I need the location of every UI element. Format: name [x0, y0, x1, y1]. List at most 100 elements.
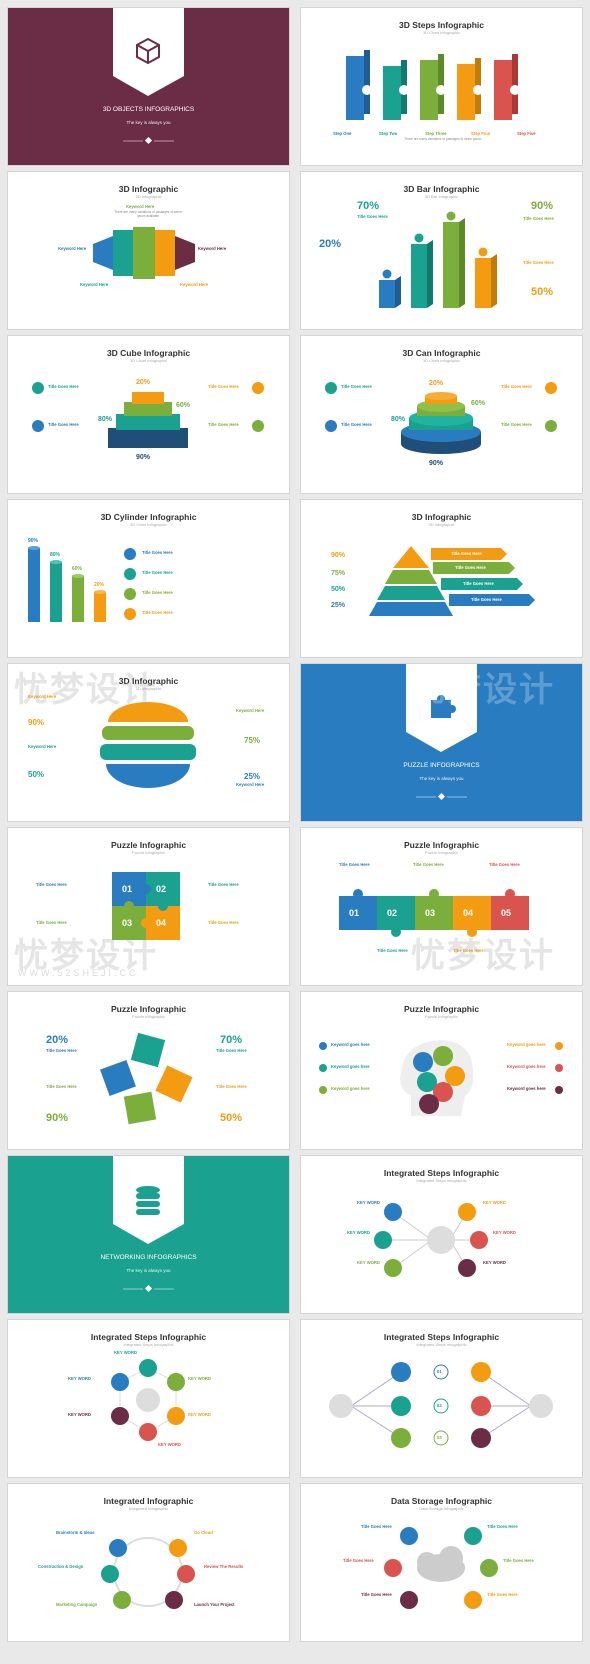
- value-label: 90%: [331, 552, 346, 559]
- value-label: 75%: [331, 570, 346, 577]
- item-title: Title Goes Here: [451, 551, 482, 556]
- item-title: Review The Results: [204, 1564, 244, 1569]
- item-title: Title Goes Here: [36, 882, 67, 887]
- piece-number: 01: [122, 884, 133, 894]
- item-title: Title Goes Here: [46, 1084, 77, 1089]
- value-label: 50%: [220, 1112, 243, 1124]
- slide-19[interactable]: Integrated Infographic Integrated Infogr…: [8, 1484, 289, 1641]
- keyword-label: KEY WORD: [483, 1260, 506, 1265]
- keyword-label: Keyword Here: [236, 782, 265, 787]
- value-label: 50%: [331, 586, 346, 593]
- value-label: 80%: [50, 552, 61, 558]
- cover-tagline: The key is always you: [419, 776, 464, 781]
- value-label: 70%: [220, 1034, 243, 1046]
- slide-8[interactable]: 3D Infographic 3D Infographic 90% 75% 50…: [301, 500, 582, 657]
- slide-1[interactable]: 3D OBJECTS INFOGRAPHICS The key is alway…: [8, 8, 289, 165]
- item-title: Go Cloud: [194, 1530, 213, 1535]
- steps-graphic: [346, 50, 520, 120]
- keyword-label: Keyword Here: [198, 246, 227, 251]
- item-title: Brainstorm & Ideas: [56, 1530, 95, 1535]
- slide-10[interactable]: PUZZLE INFOGRAPHICS The key is always yo…: [301, 664, 582, 821]
- slide-13[interactable]: Puzzle Infographic Puzzle Infographic 20…: [8, 992, 289, 1149]
- item-title: Title Goes Here: [523, 216, 554, 221]
- step-label: Step Three: [425, 131, 447, 136]
- node-number: 01: [437, 1369, 442, 1374]
- database-icon: [136, 1186, 160, 1215]
- item-title: Title Goes Here: [523, 260, 554, 265]
- item-title: Title Goes Here: [487, 1524, 518, 1529]
- item-title: Title Goes Here: [142, 550, 173, 555]
- step-label: Step Two: [379, 131, 398, 136]
- keyword-label: KEY WORD: [188, 1412, 211, 1417]
- item-title: Title Goes Here: [339, 862, 370, 867]
- slide-subtitle: Integrated Steps Infographic: [123, 1342, 174, 1347]
- value-label: 50%: [28, 770, 45, 779]
- slide-subtitle: 3D Chart Infographic: [423, 358, 460, 363]
- slide-9[interactable]: 3D Infographic 3D Infographic 90% 75% 50…: [8, 664, 289, 821]
- item-title: Title Goes Here: [142, 570, 173, 575]
- slide-subtitle: 3D Infographic: [135, 686, 162, 691]
- slide-title: 3D Cylinder Infographic: [100, 512, 197, 522]
- cover-title: NETWORKING INFOGRAPHICS: [100, 1254, 197, 1261]
- slide-17[interactable]: Integrated Steps Infographic Integrated …: [8, 1320, 289, 1477]
- keyword-label: Keyword Here: [80, 282, 109, 287]
- slide-title: 3D Bar Infographic: [403, 184, 480, 194]
- blocks-graphic: [93, 227, 195, 279]
- slide-3[interactable]: 3D Infographic 3D Infographic Keyword He…: [8, 172, 289, 329]
- item-title: Title Goes Here: [489, 862, 520, 867]
- cube-pyramid: [32, 382, 264, 448]
- item-title: Title Goes Here: [503, 1558, 534, 1563]
- slide-15[interactable]: NETWORKING INFOGRAPHICS The key is alway…: [8, 1156, 289, 1313]
- item-title: Construction & Design: [38, 1564, 84, 1569]
- puzzle-icon: [431, 695, 456, 718]
- slide-6[interactable]: 3D Can Infographic 3D Chart Infographic …: [301, 336, 582, 493]
- flow-network: [329, 1362, 553, 1448]
- value-label: 90%: [46, 1112, 69, 1124]
- slide-20[interactable]: Data Storage Infographic Data Storage In…: [301, 1484, 582, 1641]
- keyword-label: Keyword goes here: [331, 1086, 370, 1091]
- slide-grid: 3D OBJECTS INFOGRAPHICS The key is alway…: [8, 8, 582, 1656]
- keyword-label: KEY WORD: [357, 1260, 380, 1265]
- keyword-label: Keyword Here: [236, 708, 265, 713]
- slide-16[interactable]: Integrated Steps Infographic Integrated …: [301, 1156, 582, 1313]
- cover-tagline: The key is always you: [126, 1268, 171, 1273]
- slide-title: 3D Infographic: [411, 512, 472, 522]
- keyword-label: Keyword Here: [58, 246, 87, 251]
- keyword-label: KEY WORD: [188, 1376, 211, 1381]
- keyword-label: Keyword goes here: [507, 1086, 546, 1091]
- slide-4[interactable]: 3D Bar Infographic 3D Bar Infographic 20…: [301, 172, 582, 329]
- item-title: Title Goes Here: [487, 1592, 518, 1597]
- step-label: Step One: [333, 131, 352, 136]
- piece-number: 05: [501, 908, 512, 918]
- slide-5[interactable]: 3D Cube Infographic 3D Chart Infographic…: [8, 336, 289, 493]
- item-title: Title Goes Here: [48, 384, 79, 389]
- keyword-label: KEY WORD: [158, 1442, 181, 1447]
- item-title: Title Goes Here: [361, 1592, 392, 1597]
- slide-14[interactable]: Puzzle Infographic Puzzle Infographic Ke…: [301, 992, 582, 1149]
- slide-subtitle: Puzzle Infographic: [132, 1014, 165, 1019]
- item-title: Title Goes Here: [208, 882, 239, 887]
- slide-12[interactable]: Puzzle Infographic Puzzle Infographic 01…: [301, 828, 582, 985]
- integrated-network: [374, 1203, 488, 1277]
- step-text: There are many variations of passages of…: [404, 137, 482, 141]
- value-label: 60%: [471, 400, 486, 407]
- item-title: Title Goes Here: [413, 862, 444, 867]
- cover-tagline: The key is always you: [126, 120, 171, 125]
- can-stack: [325, 382, 557, 454]
- bar-graphic: [379, 210, 497, 308]
- puzzle-head: [319, 1040, 563, 1116]
- item-title: Title Goes Here: [36, 920, 67, 925]
- piece-number: 01: [349, 908, 360, 918]
- node-number: 03: [437, 1435, 442, 1440]
- slide-18[interactable]: Integrated Steps Infographic Integrated …: [301, 1320, 582, 1477]
- cover-ribbon: [113, 8, 184, 145]
- value-label: 90%: [429, 460, 444, 467]
- slide-11[interactable]: Puzzle Infographic Puzzle Infographic 01…: [8, 828, 289, 985]
- node-number: 02: [437, 1403, 442, 1408]
- slide-2[interactable]: 3D Steps Infographic 3D Chart Infographi…: [301, 8, 582, 165]
- item-title: Title Goes Here: [501, 384, 532, 389]
- slide-subtitle: Puzzle Infographic: [425, 850, 458, 855]
- value-label: 25%: [244, 772, 261, 781]
- slide-7[interactable]: 3D Cylinder Infographic 3D Chart Infogra…: [8, 500, 289, 657]
- value-label: 90%: [136, 454, 151, 461]
